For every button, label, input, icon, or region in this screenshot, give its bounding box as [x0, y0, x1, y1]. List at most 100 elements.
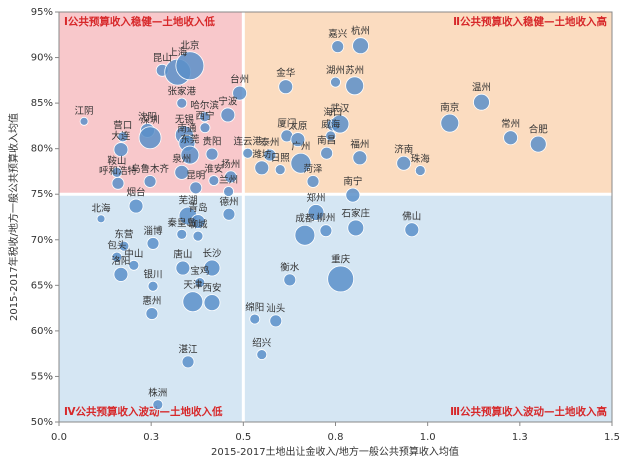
x-tick-label: 1.0 — [420, 432, 436, 443]
bubble — [113, 142, 129, 157]
bubble — [263, 148, 277, 162]
point-label: 金华 — [276, 67, 296, 79]
point-label: 昆明 — [186, 170, 205, 181]
bubble — [306, 175, 320, 188]
bubble — [190, 214, 206, 229]
y-tick-label: 75% — [31, 189, 53, 200]
bubble — [147, 280, 159, 292]
bubble — [473, 93, 490, 111]
bubble — [176, 228, 188, 240]
bubble — [145, 307, 159, 320]
point-label: 威海 — [321, 118, 341, 130]
bubble — [194, 277, 206, 289]
point-label: 合肥 — [529, 124, 549, 136]
y-tick-label: 55% — [31, 371, 53, 382]
point-label: 台州 — [230, 74, 249, 86]
x-tick-label: 0.3 — [143, 432, 159, 443]
point-label: 重庆 — [331, 253, 351, 265]
bubble — [331, 40, 345, 54]
bubble — [113, 266, 129, 282]
point-label: 贵阳 — [202, 136, 221, 148]
bubble — [205, 147, 219, 161]
quadrant-bg — [59, 12, 244, 195]
bubble — [232, 85, 248, 101]
bubble — [203, 294, 221, 312]
point-label: 泰州 — [260, 137, 279, 149]
y-tick-label: 50% — [31, 417, 53, 428]
x-tick-label: 1.5 — [604, 432, 620, 443]
y-tick-label: 65% — [31, 280, 53, 291]
point-label: 秦皇岛 — [168, 217, 197, 229]
bubble — [325, 130, 337, 142]
point-label: 包头 — [107, 240, 126, 252]
point-label: 武汉 — [330, 103, 350, 115]
point-label: 衡水 — [280, 261, 300, 273]
point-label: 湛江 — [179, 344, 199, 355]
point-label: 株洲 — [148, 387, 167, 399]
point-label: 银川 — [144, 269, 163, 281]
bubble — [199, 122, 211, 134]
bubble — [79, 116, 89, 126]
bubble — [345, 187, 361, 203]
bubble — [175, 51, 205, 81]
point-label: 上海 — [168, 47, 188, 59]
bubble — [278, 79, 294, 95]
bubble — [96, 214, 106, 224]
point-label: 深圳 — [141, 115, 160, 126]
bubble — [330, 76, 341, 88]
bubble — [320, 146, 334, 160]
bubble — [254, 160, 270, 176]
point-label: 张家港 — [168, 86, 197, 98]
point-label: 兰州 — [219, 174, 238, 186]
bubble — [256, 349, 268, 360]
bubble — [174, 164, 190, 180]
quadrant-label: Ⅱ公共预算收入稳健—土地收入高 — [453, 15, 607, 28]
point-label: 哈尔滨 — [190, 99, 219, 111]
bubble — [199, 111, 211, 123]
point-label: 西安 — [202, 282, 221, 294]
bubble — [176, 97, 188, 109]
bubble — [152, 399, 164, 411]
point-label: 昆山 — [153, 53, 172, 64]
point-label: 南宁 — [343, 176, 362, 188]
point-label: 烟台 — [127, 187, 146, 199]
bubble — [404, 222, 420, 238]
point-label: 连云港 — [233, 136, 262, 148]
bubble — [440, 113, 460, 133]
bubble — [208, 175, 220, 186]
bubble — [111, 166, 123, 178]
quadrant-label: Ⅰ公共预算收入稳健—土地收入低 — [64, 15, 215, 28]
point-label: 营口 — [113, 119, 132, 131]
bubble — [352, 37, 369, 55]
bubble — [175, 260, 191, 276]
point-label: 江阴 — [75, 106, 94, 117]
point-label: 天津 — [183, 280, 203, 291]
point-label: 南通 — [177, 123, 197, 135]
bubble — [128, 259, 140, 271]
y-tick-label: 95% — [31, 7, 53, 18]
point-label: 绵阳 — [245, 302, 264, 314]
point-label: 成都 — [295, 213, 315, 225]
bubble — [345, 76, 365, 96]
x-tick-label: 0.8 — [328, 432, 344, 443]
point-label: 无锡 — [175, 114, 194, 126]
bubble — [290, 132, 306, 147]
point-label: 宁波 — [218, 95, 238, 107]
point-label: 广州 — [291, 141, 310, 153]
bubble — [180, 145, 200, 165]
point-label: 北海 — [92, 202, 112, 214]
point-label: 杭州 — [351, 25, 370, 37]
bubble — [143, 175, 157, 188]
bubble — [529, 135, 547, 153]
point-label: 鞍山 — [107, 155, 126, 167]
point-label: 日照 — [271, 153, 291, 164]
bubble — [319, 224, 333, 238]
point-label: 厦门 — [277, 117, 296, 129]
y-tick-label: 90% — [31, 53, 53, 64]
quadrant-label: Ⅳ公共预算收入波动—土地收入低 — [64, 405, 223, 418]
bubble — [396, 155, 412, 171]
bubble — [352, 150, 368, 166]
point-label: 珠海 — [411, 153, 431, 165]
point-label: 南昌 — [317, 135, 336, 147]
bubble — [414, 165, 426, 176]
